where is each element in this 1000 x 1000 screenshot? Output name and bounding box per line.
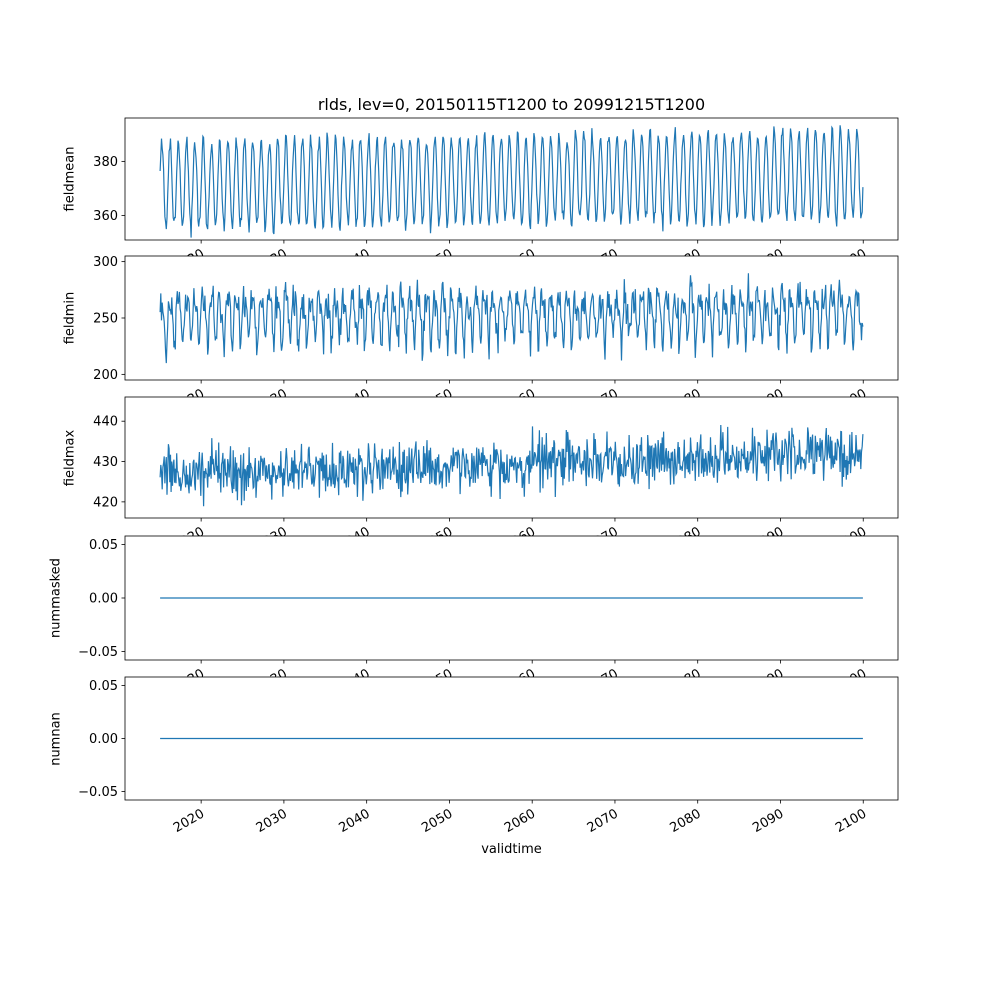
y-tick-label: 0.00 [89, 592, 118, 607]
x-tick-label: 2080 [668, 806, 704, 836]
y-tick-label: 0.05 [89, 538, 118, 553]
y-tick-label: 420 [93, 495, 118, 510]
x-tick-label: 2030 [254, 806, 290, 836]
subplot-fieldmean: 3603802020203020402050206020702080209021… [93, 117, 899, 276]
x-tick-label: 2040 [337, 806, 373, 836]
y-tick-label: 200 [93, 368, 118, 383]
y-tick-label: −0.05 [78, 645, 118, 660]
ylabel-fieldmin: fieldmin [62, 291, 78, 345]
xlabel-validtime: validtime [481, 842, 542, 857]
series-line-fieldmin [159, 273, 864, 364]
y-tick-label: −0.05 [78, 785, 118, 800]
series-line-fieldmax [159, 424, 864, 507]
y-tick-label: 380 [93, 155, 118, 170]
ylabel-nummasked: nummasked [48, 558, 64, 638]
figure-title: rlds, lev=0, 20150115T1200 to 20991215T1… [317, 95, 706, 114]
y-tick-label: 300 [93, 255, 118, 270]
y-tick-label: 360 [93, 209, 118, 224]
x-tick-label: 2050 [419, 806, 455, 836]
ylabel-fieldmean: fieldmean [62, 146, 78, 212]
y-tick-label: 440 [93, 415, 118, 430]
subplot-nummasked: −0.050.000.05202020302040205020602070208… [78, 535, 899, 696]
ylabel-fieldmax: fieldmax [62, 429, 78, 486]
x-tick-label: 2070 [585, 806, 621, 836]
y-tick-label: 250 [93, 312, 118, 327]
x-tick-label: 2020 [171, 806, 207, 836]
y-tick-label: 0.05 [89, 679, 118, 694]
ylabel-numnan: numnan [48, 711, 64, 766]
x-tick-label: 2060 [502, 806, 538, 836]
y-tick-label: 430 [93, 455, 118, 470]
y-tick-label: 0.00 [89, 732, 118, 747]
axes-frame [124, 255, 899, 381]
x-tick-label: 2100 [833, 806, 869, 836]
subplot-fieldmin: 2002503002020203020402050206020702080209… [93, 255, 899, 416]
subplot-fieldmax: 4204304402020203020402050206020702080209… [93, 396, 899, 554]
subplot-numnan: −0.05 0.00 0.05 2020 2030 2040 2050 2060 2070 208… [78, 676, 899, 836]
x-tick-label: 2090 [750, 806, 786, 836]
series-line-fieldmean [159, 125, 864, 238]
